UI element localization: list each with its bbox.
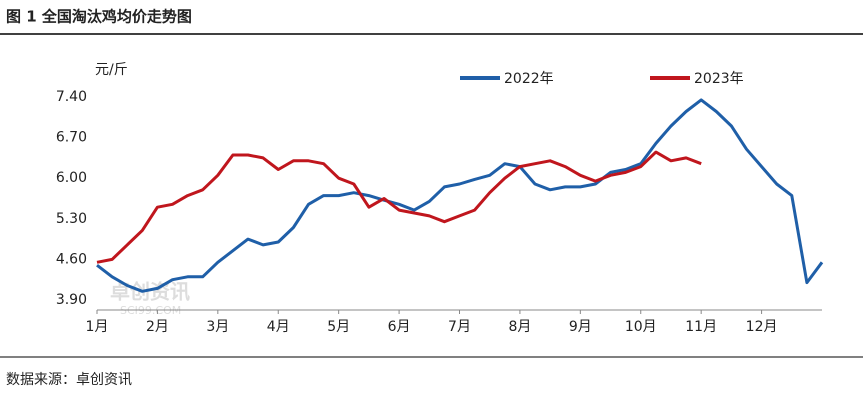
source-note: 数据来源：卓创资讯: [6, 372, 132, 388]
x-tick-label: 2月: [146, 319, 169, 335]
x-tick-label: 6月: [388, 319, 411, 335]
x-tick-label: 8月: [508, 319, 531, 335]
y-tick-label: 6.70: [56, 130, 87, 146]
y-tick-label: 4.60: [56, 251, 87, 267]
x-tick-label: 12月: [746, 319, 778, 335]
x-tick-label: 11月: [685, 319, 717, 335]
series-line: [96, 98, 824, 293]
chart-title: 图 1 全国淘汰鸡均价走势图: [6, 8, 192, 26]
x-tick-label: 5月: [327, 319, 350, 335]
y-axis-label: 元/斤: [95, 62, 128, 78]
legend-label: 2022年: [504, 71, 554, 87]
x-tick-label: 3月: [206, 319, 229, 335]
x-tick-label: 9月: [569, 319, 592, 335]
y-tick-label: 3.90: [56, 292, 87, 308]
x-tick-label: 4月: [267, 319, 290, 335]
x-tick-label: 1月: [86, 319, 109, 335]
y-tick-label: 7.40: [56, 89, 87, 105]
x-tick-label: 10月: [625, 319, 657, 335]
series-line: [96, 150, 702, 264]
y-tick-label: 6.00: [56, 170, 87, 186]
y-tick-label: 5.30: [56, 211, 87, 227]
x-tick-label: 7月: [448, 319, 471, 335]
legend-label: 2023年: [694, 71, 744, 87]
